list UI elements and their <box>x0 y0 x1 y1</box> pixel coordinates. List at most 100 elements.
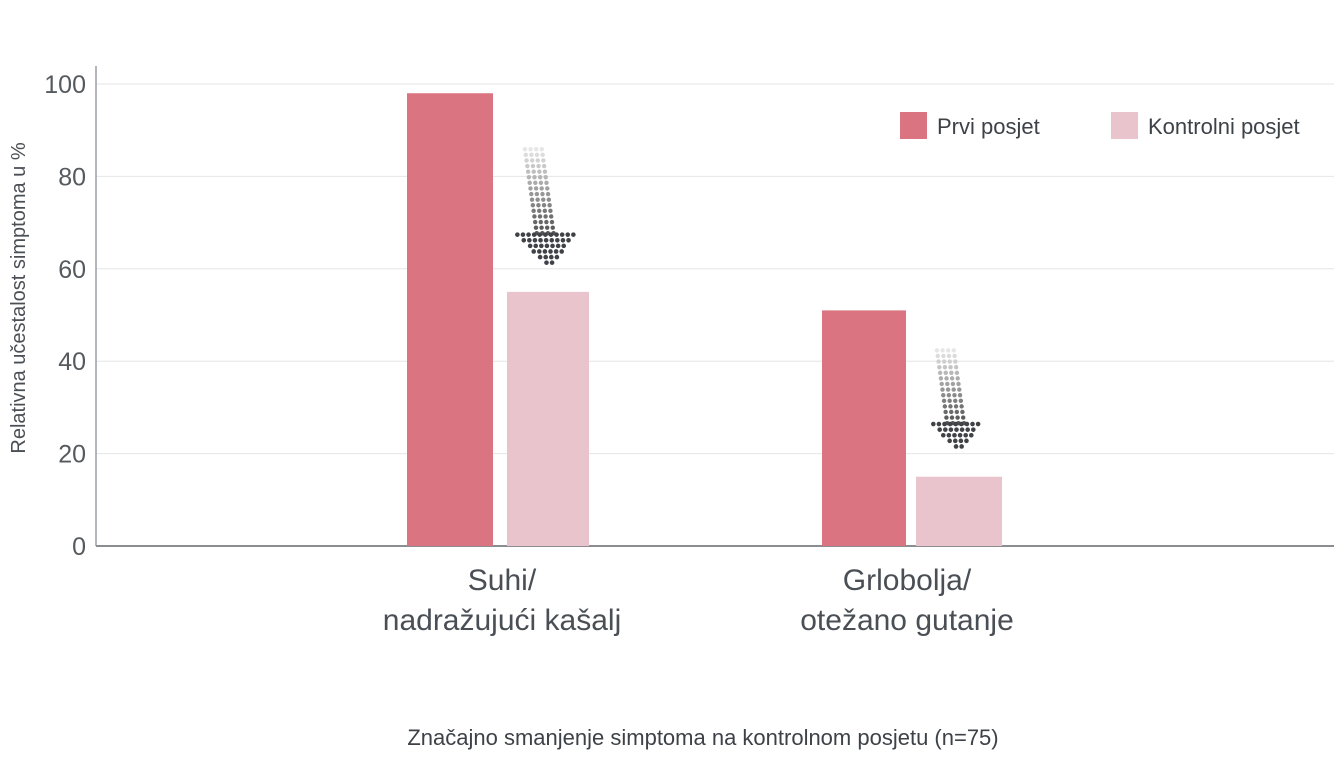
arrow-dot <box>541 197 546 202</box>
arrow-dot <box>528 186 533 191</box>
arrow-dot <box>937 364 942 370</box>
arrow-dot <box>956 381 961 387</box>
arrow-dot <box>537 208 542 214</box>
arrow-dot <box>948 364 953 370</box>
arrow-dot <box>959 421 964 427</box>
arrow-dot <box>943 370 948 375</box>
arrow-dot <box>936 421 942 427</box>
arrow-dot <box>948 427 954 432</box>
arrow-dot <box>953 359 958 364</box>
arrow-dot <box>530 203 536 208</box>
arrow-dot <box>946 432 952 438</box>
y-tick-label: 60 <box>58 256 86 284</box>
arrow-dot <box>548 254 554 260</box>
arrow-dot <box>542 169 548 174</box>
arrow-dot <box>543 214 548 219</box>
arrow-dot <box>942 427 948 432</box>
arrow-dot <box>533 186 539 191</box>
arrow-dot <box>524 158 529 163</box>
arrow-dot <box>963 432 968 438</box>
arrow-dot <box>952 353 957 359</box>
arrow-dot <box>948 404 953 409</box>
arrow-dot <box>549 214 554 219</box>
arrow-dot <box>937 370 943 375</box>
legend-swatch <box>900 112 927 139</box>
arrow-dot <box>952 392 957 398</box>
bars <box>407 93 1002 547</box>
arrow-dot <box>554 232 559 237</box>
arrow-dot <box>532 219 538 225</box>
arrow-dot <box>555 243 561 249</box>
arrow-dot <box>571 232 576 237</box>
arrow-dot <box>545 186 550 191</box>
chart-caption: Značajno smanjenje simptoma na kontrolno… <box>407 725 998 750</box>
arrow-dot <box>533 243 539 249</box>
arrow-dot <box>543 237 549 243</box>
arrow-dot <box>947 421 953 427</box>
arrow-dot <box>529 191 534 197</box>
arrow-dot <box>546 197 552 202</box>
arrow-dot <box>532 214 537 219</box>
arrow-dot <box>958 438 964 444</box>
arrow-dot <box>970 421 975 427</box>
arrow-dot <box>537 232 543 237</box>
arrow-dot <box>975 421 981 427</box>
arrow-dot <box>547 203 552 208</box>
legend: Prvi posjet Kontrolni posjet <box>900 112 1300 139</box>
legend-label: Prvi posjet <box>937 114 1040 139</box>
arrow-dot <box>549 237 555 243</box>
arrow-dot <box>553 249 559 254</box>
arrow-dot <box>534 147 539 152</box>
arrow-dot <box>954 409 960 415</box>
arrow-dot <box>939 381 944 387</box>
arrow-dot <box>953 421 959 427</box>
arrow-dot <box>535 158 540 163</box>
arrow-dot <box>544 225 550 230</box>
arrow-dot <box>955 415 960 420</box>
arrow-dot <box>522 147 528 152</box>
arrow-dot <box>541 158 546 163</box>
arrow-dot <box>944 376 949 381</box>
arrow-dot <box>561 243 567 249</box>
arrow-dot <box>540 191 545 197</box>
arrow-dot <box>945 387 951 392</box>
arrow-dot <box>934 348 940 353</box>
category-label: nadražujući kašalj <box>383 604 621 637</box>
arrow-dot <box>941 353 946 359</box>
arrow-dot <box>931 421 936 427</box>
arrow-dot <box>544 219 549 225</box>
arrow-dot <box>946 353 952 359</box>
category-label: otežano gutanje <box>800 604 1014 637</box>
arrow-dot <box>537 249 542 254</box>
arrow-dot <box>950 381 956 387</box>
arrow-dot <box>526 175 532 180</box>
arrow-dot <box>944 415 949 420</box>
arrow-dot <box>530 163 536 169</box>
arrow-dot <box>957 432 963 438</box>
arrow-dot <box>541 203 547 208</box>
y-tick-label: 20 <box>58 441 86 469</box>
arrow-dot <box>537 169 542 174</box>
arrow-dot <box>952 438 958 444</box>
arrow-dot <box>527 243 533 249</box>
arrow-dot <box>943 409 948 415</box>
arrow-dot <box>942 421 947 427</box>
arrow-dot <box>951 348 956 353</box>
arrow-dot <box>538 219 543 225</box>
arrow-dot <box>555 237 560 243</box>
arrow-dot <box>970 427 976 432</box>
arrow-dot <box>548 208 553 214</box>
arrow-dot <box>540 152 545 158</box>
arrow-dot <box>532 175 537 180</box>
arrow-dot <box>542 249 548 254</box>
arrow-dot <box>541 163 547 169</box>
arrow-dot <box>538 180 544 186</box>
arrow-dot <box>940 387 945 392</box>
arrow-dot <box>958 398 964 403</box>
arrow-dot <box>936 359 941 364</box>
arrow-dot <box>527 180 532 186</box>
arrow-dot <box>537 214 543 219</box>
arrow-dot <box>945 381 950 387</box>
arrow-dot <box>526 232 531 237</box>
